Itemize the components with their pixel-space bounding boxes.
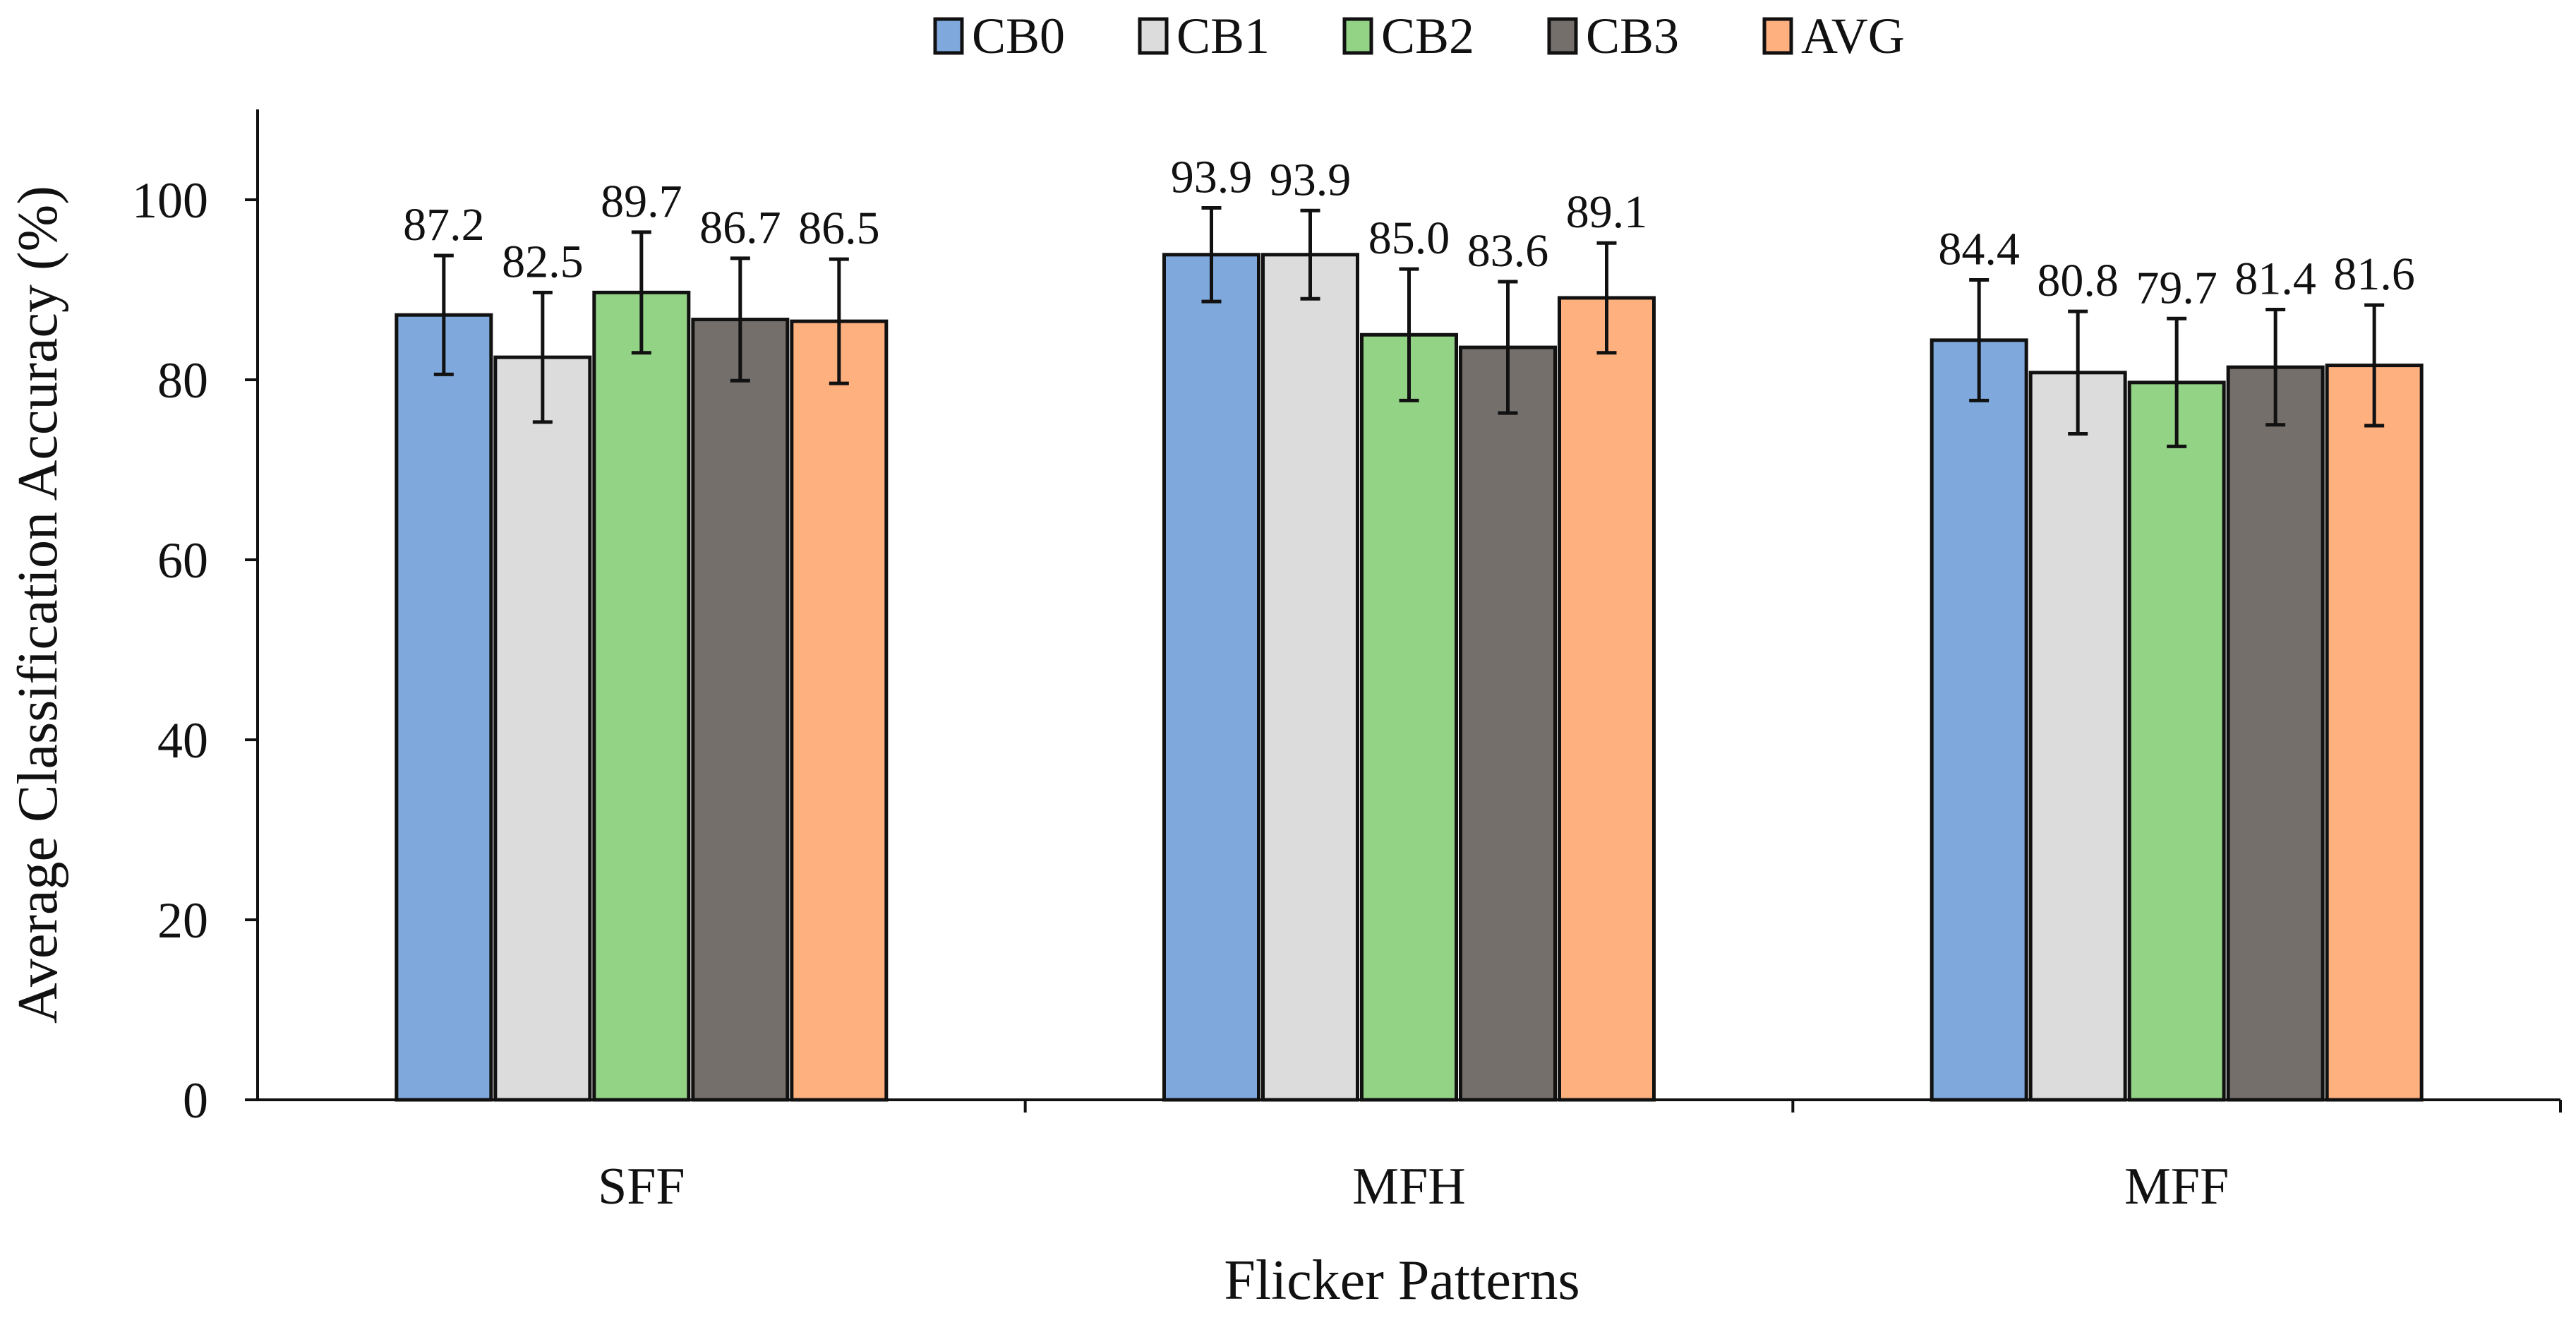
bar <box>493 355 592 1102</box>
data-labels: 87.2 82.5 89.7 86.7 86.5 93.9 93.9 85.0 83.6 89.1… <box>403 151 2415 313</box>
data-label: 79.7 <box>2136 262 2217 313</box>
data-label: 85.0 <box>1368 212 1450 264</box>
y-tick-label: 100 <box>132 172 208 229</box>
data-label: 93.9 <box>1171 151 1253 203</box>
data-label: 86.5 <box>798 203 880 254</box>
x-category-label: MFF <box>2124 1158 2229 1216</box>
legend-label: AVG <box>1801 8 1905 64</box>
legend-swatch <box>1762 17 1793 55</box>
bar <box>2127 380 2226 1102</box>
x-axis-categories: SFF MFH MFF <box>598 1158 2229 1216</box>
data-label: 81.4 <box>2234 253 2316 305</box>
data-label: 81.6 <box>2333 248 2415 300</box>
data-label: 87.2 <box>403 199 485 251</box>
data-label: 82.5 <box>502 236 584 287</box>
data-label: 89.1 <box>1566 186 1648 238</box>
bar <box>2325 364 2424 1102</box>
x-axis-title: Flicker Patterns <box>1224 1249 1579 1312</box>
bar <box>2028 371 2127 1102</box>
error-bars <box>433 205 2385 448</box>
bar <box>1261 253 1359 1102</box>
y-axis-ticks: 0 20 40 60 80 100 <box>132 172 258 1129</box>
y-tick-label: 20 <box>157 892 208 949</box>
legend-label: CB3 <box>1586 8 1679 64</box>
bar <box>395 313 493 1102</box>
y-tick-label: 80 <box>157 352 208 409</box>
data-label: 80.8 <box>2037 255 2119 306</box>
y-tick-label: 0 <box>183 1072 208 1129</box>
x-category-label: SFF <box>598 1158 685 1216</box>
bar <box>691 318 790 1102</box>
bar <box>2226 365 2325 1102</box>
bar <box>1360 332 1458 1102</box>
legend-label: CB2 <box>1381 8 1474 64</box>
data-label: 84.4 <box>1938 223 2020 275</box>
bar <box>790 319 889 1102</box>
legend-swatch <box>1138 17 1169 55</box>
data-label: 93.9 <box>1270 154 1352 205</box>
y-tick-label: 40 <box>157 712 208 769</box>
axes <box>256 109 2562 1113</box>
bar <box>1162 253 1260 1102</box>
y-tick-label: 60 <box>157 532 208 589</box>
legend-swatch <box>1342 17 1373 55</box>
bar <box>1930 338 2028 1102</box>
legend-swatch <box>1547 17 1578 55</box>
legend-swatch <box>933 17 964 55</box>
legend: CB0 CB1 CB2 CB3 AVG <box>933 8 1905 64</box>
data-label: 89.7 <box>601 176 682 227</box>
bar <box>592 290 691 1102</box>
bar <box>1459 345 1557 1102</box>
legend-label: CB1 <box>1176 8 1270 64</box>
y-axis-title: Average Classification Accuracy (%) <box>7 186 69 1024</box>
data-label: 86.7 <box>699 202 781 253</box>
data-label: 83.6 <box>1467 225 1549 277</box>
bar <box>1558 296 1656 1102</box>
legend-label: CB0 <box>972 8 1065 64</box>
x-category-label: MFH <box>1352 1158 1465 1216</box>
